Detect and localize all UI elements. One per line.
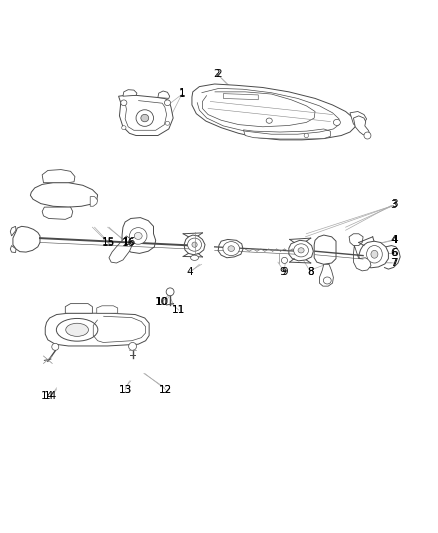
Polygon shape [349,234,363,246]
Text: 10: 10 [155,297,168,308]
Text: 15: 15 [102,238,115,248]
Text: 16: 16 [122,238,135,248]
Polygon shape [359,241,389,268]
Text: 12: 12 [159,385,173,394]
Text: 1: 1 [179,89,185,99]
Polygon shape [123,90,137,96]
Text: 14: 14 [44,391,57,401]
Text: 2: 2 [213,69,220,78]
Polygon shape [30,183,98,207]
Ellipse shape [266,118,272,123]
Text: 2: 2 [215,69,223,78]
Polygon shape [97,306,118,313]
Ellipse shape [130,228,147,244]
Ellipse shape [282,257,288,263]
Polygon shape [109,236,134,263]
Ellipse shape [57,318,98,341]
Text: 1: 1 [179,88,185,98]
Text: 8: 8 [307,267,314,277]
Text: 8: 8 [307,267,314,277]
Ellipse shape [192,242,197,247]
Ellipse shape [333,119,340,125]
Polygon shape [289,240,313,261]
Ellipse shape [164,100,170,106]
Ellipse shape [304,133,308,138]
Ellipse shape [136,110,153,126]
Text: 16: 16 [123,238,136,247]
Text: 13: 13 [119,385,132,394]
Text: 10: 10 [155,297,169,308]
Polygon shape [119,95,173,135]
Text: 4: 4 [186,267,193,277]
Ellipse shape [223,241,240,256]
Ellipse shape [165,122,170,125]
Ellipse shape [298,248,304,253]
Text: 14: 14 [41,391,54,401]
Text: 7: 7 [391,258,398,268]
Polygon shape [353,116,370,135]
Ellipse shape [228,246,234,252]
Text: 9: 9 [281,267,288,277]
Polygon shape [13,227,40,252]
Polygon shape [122,217,155,253]
Text: 15: 15 [102,238,115,247]
Polygon shape [184,235,205,255]
Ellipse shape [66,323,88,336]
Text: 4: 4 [391,235,398,245]
Ellipse shape [122,126,126,130]
Ellipse shape [323,277,331,284]
Text: 6: 6 [391,248,398,259]
Polygon shape [65,304,92,313]
Text: 7: 7 [390,258,397,268]
Polygon shape [353,246,371,271]
Ellipse shape [121,100,127,106]
Polygon shape [350,111,367,125]
Text: 13: 13 [119,385,132,394]
Ellipse shape [166,288,174,296]
Text: 11: 11 [172,305,185,315]
Polygon shape [42,207,73,220]
Ellipse shape [364,132,371,139]
Polygon shape [218,239,243,258]
Ellipse shape [134,232,142,239]
Text: 12: 12 [159,385,173,394]
Text: 9: 9 [279,267,286,277]
Polygon shape [158,91,170,99]
Text: 4: 4 [390,235,397,245]
Polygon shape [223,94,258,100]
Ellipse shape [187,238,201,251]
Polygon shape [11,246,16,253]
Polygon shape [244,129,330,139]
Ellipse shape [191,255,198,261]
Ellipse shape [141,115,149,122]
Polygon shape [90,197,98,206]
Text: 3: 3 [390,200,397,211]
Polygon shape [45,313,149,346]
Ellipse shape [52,343,59,350]
Ellipse shape [129,343,137,350]
Ellipse shape [371,251,378,258]
Ellipse shape [293,244,308,257]
Text: 6: 6 [390,248,397,259]
Polygon shape [314,235,336,264]
Polygon shape [11,227,16,236]
Polygon shape [42,169,75,183]
Polygon shape [192,84,355,140]
Text: 3: 3 [391,199,398,209]
Polygon shape [319,264,333,286]
Text: 11: 11 [172,305,185,315]
Ellipse shape [367,246,382,263]
